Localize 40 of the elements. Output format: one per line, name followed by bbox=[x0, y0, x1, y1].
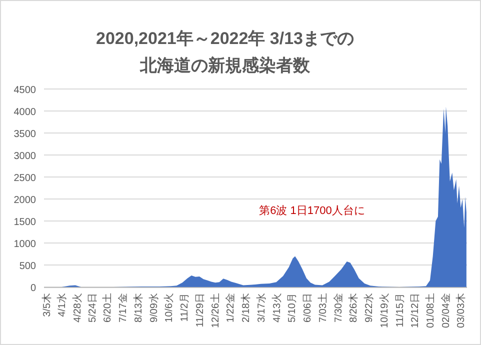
x-tick-label: 10/19火 bbox=[378, 293, 390, 328]
y-tick-label: 4000 bbox=[14, 107, 36, 118]
x-tick-label: 1/22金 bbox=[224, 293, 237, 322]
y-tick-label: 2500 bbox=[14, 173, 36, 184]
annotation: 第6波 1日1700人台に bbox=[259, 204, 365, 217]
y-tick-label: 3500 bbox=[14, 129, 36, 140]
x-tick-label: 6/06日 bbox=[302, 293, 314, 322]
x-tick-label: 9/09水 bbox=[148, 293, 160, 322]
x-tick-label: 02/04金 bbox=[440, 293, 452, 328]
x-tick-label: 7/17金 bbox=[117, 293, 130, 322]
x-tick-label: 7/30金 bbox=[332, 293, 344, 322]
x-tick-label: 5/10月 bbox=[287, 293, 298, 322]
x-tick-label: 11/15月 bbox=[394, 293, 406, 328]
x-tick-label: 8/13木 bbox=[132, 293, 144, 322]
x-tick-label: 3/5木 bbox=[40, 293, 53, 317]
x-tick-label: 4/13火 bbox=[270, 293, 283, 322]
x-tick-label: 5/24日 bbox=[87, 293, 98, 322]
y-tick-label: 4500 bbox=[14, 85, 36, 96]
x-tick-label: 9/22水 bbox=[363, 293, 376, 322]
x-tick-label: 10/6火 bbox=[163, 293, 176, 322]
x-tick-label: 01/08土 bbox=[424, 293, 436, 328]
x-tick-label: 03/03木 bbox=[455, 293, 468, 328]
x-tick-label: 4/28火 bbox=[72, 293, 84, 322]
x-tick-label: 8/26木 bbox=[348, 293, 360, 322]
x-tick-label: 3/17水 bbox=[255, 293, 268, 322]
y-tick-label: 500 bbox=[19, 261, 36, 272]
y-tick-label: 2000 bbox=[14, 195, 36, 206]
x-tick-label: 4/1水 bbox=[56, 293, 68, 317]
x-tick-label: 6/20土 bbox=[102, 293, 114, 322]
x-tick-label: 2/18木 bbox=[240, 293, 252, 322]
x-tick-label: 11/2月 bbox=[180, 293, 191, 322]
x-tick-label: 12/26土 bbox=[209, 293, 222, 328]
title: 2020,2021年～2022年 3/13までの 北海道の新規感染者数 bbox=[96, 29, 354, 75]
x-tick-label: 12/12日 bbox=[410, 293, 422, 328]
y-tick-label: 1500 bbox=[14, 217, 36, 228]
y-tick-label: 1000 bbox=[14, 239, 36, 250]
x-tick-label: 11/29日 bbox=[194, 293, 206, 328]
y-tick-label: 3000 bbox=[14, 151, 36, 162]
y-tick-label: 0 bbox=[30, 283, 36, 294]
x-tick-label: 7/03土 bbox=[316, 293, 329, 322]
